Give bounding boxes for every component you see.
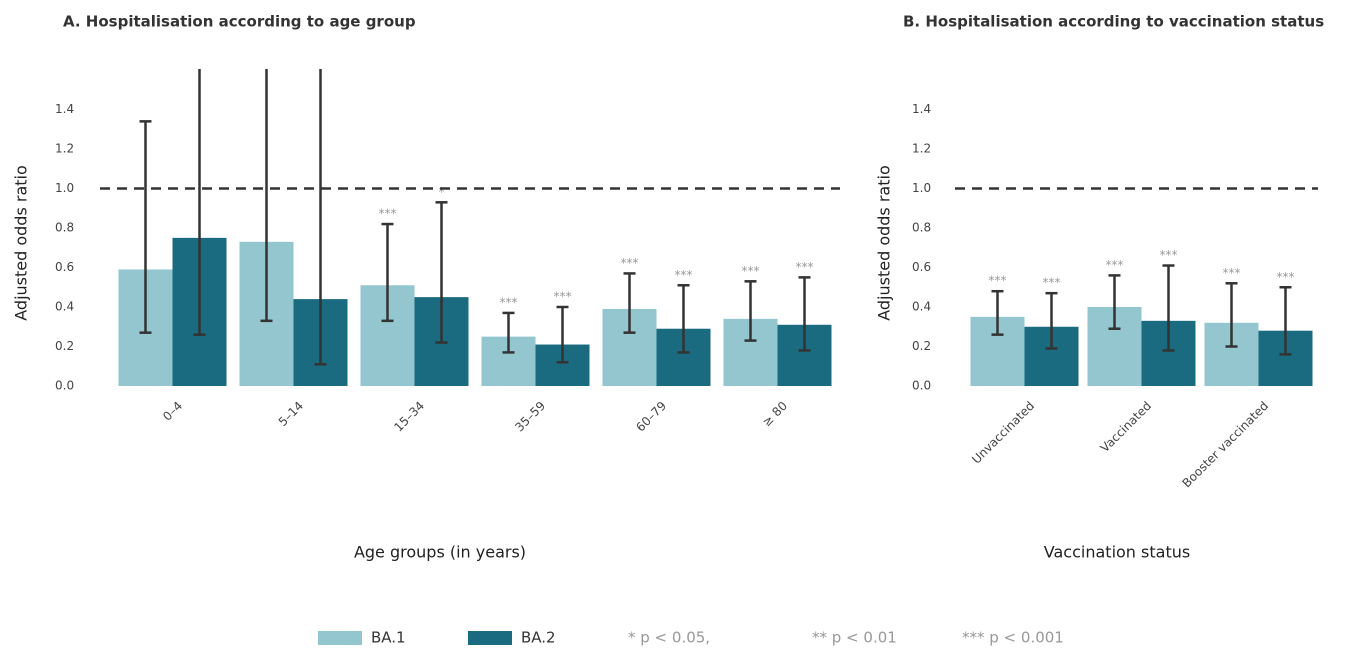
y-tick-label: 0.0 xyxy=(55,379,74,393)
error-bar xyxy=(139,120,152,334)
significance-label: *** xyxy=(1160,248,1178,262)
significance-label: *** xyxy=(621,256,639,270)
error-bar xyxy=(798,276,811,352)
significance-label: * xyxy=(439,185,445,199)
error-bar xyxy=(1162,264,1175,352)
error-bar xyxy=(1279,286,1292,356)
error-bar xyxy=(677,284,690,354)
error-bar xyxy=(1225,282,1238,348)
significance-label: *** xyxy=(796,260,814,274)
legend-swatch xyxy=(318,631,362,645)
error-bar xyxy=(623,272,636,334)
significance-label: *** xyxy=(1043,276,1061,290)
x-axis-title: Vaccination status xyxy=(1044,543,1190,562)
significance-label: *** xyxy=(989,274,1007,288)
x-tick-label: 60–79 xyxy=(633,399,669,435)
y-axis-title: Adjusted odds ratio xyxy=(875,165,894,321)
x-tick-label: 0–4 xyxy=(160,399,185,424)
significance-label: *** xyxy=(742,264,760,278)
error-bar xyxy=(556,305,569,364)
significance-label: *** xyxy=(500,295,518,309)
significance-note: ** p < 0.01 xyxy=(812,629,897,647)
plot-area xyxy=(970,264,1313,386)
significance-label: *** xyxy=(675,268,693,282)
y-tick-label: 0.8 xyxy=(55,221,74,235)
error-bar xyxy=(314,69,327,366)
significance-label: *** xyxy=(554,290,572,304)
y-tick-label: 0.2 xyxy=(55,339,74,353)
x-tick-label: Booster vaccinated xyxy=(1179,399,1271,491)
legend-label: BA.1 xyxy=(371,629,406,647)
significance-label: *** xyxy=(1277,270,1295,284)
y-tick-label: 0.0 xyxy=(912,379,931,393)
error-bar xyxy=(435,201,448,344)
x-axis-title: Age groups (in years) xyxy=(354,543,526,562)
plot-area xyxy=(118,69,832,386)
x-tick-label: Unvaccinated xyxy=(969,399,1037,467)
y-tick-label: 0.8 xyxy=(912,221,931,235)
x-tick-label: 5–14 xyxy=(276,399,306,429)
significance-note: *** p < 0.001 xyxy=(962,629,1064,647)
y-tick-label: 1.2 xyxy=(912,142,931,156)
x-tick-label: Vaccinated xyxy=(1098,399,1154,455)
error-bar xyxy=(744,280,757,342)
y-tick-label: 1.4 xyxy=(912,102,931,116)
y-tick-label: 1.0 xyxy=(55,181,74,195)
chart-title: B. Hospitalisation according to vaccinat… xyxy=(903,13,1324,31)
y-tick-label: 1.4 xyxy=(55,102,74,116)
legend-label: BA.2 xyxy=(521,629,556,647)
significance-label: *** xyxy=(379,207,397,221)
error-bar xyxy=(381,222,394,323)
y-tick-label: 0.2 xyxy=(912,339,931,353)
y-tick-label: 0.4 xyxy=(55,300,74,314)
y-tick-label: 0.6 xyxy=(55,260,74,274)
legend-swatch xyxy=(468,631,512,645)
y-tick-label: 1.0 xyxy=(912,181,931,195)
error-bar xyxy=(1108,274,1121,330)
error-bar xyxy=(991,289,1004,336)
error-bar xyxy=(260,69,273,323)
significance-label: *** xyxy=(1106,258,1124,272)
error-bar xyxy=(1045,291,1058,350)
x-tick-label: 35–59 xyxy=(512,399,548,435)
error-bar xyxy=(502,311,515,354)
y-tick-label: 0.6 xyxy=(912,260,931,274)
x-tick-label: 15–34 xyxy=(391,399,427,435)
significance-note: * p < 0.05, xyxy=(628,629,710,647)
y-tick-label: 0.4 xyxy=(912,300,931,314)
y-axis-title: Adjusted odds ratio xyxy=(12,165,31,321)
error-bar xyxy=(193,69,206,336)
y-tick-label: 1.2 xyxy=(55,142,74,156)
x-tick-label: ≥ 80 xyxy=(760,399,791,430)
significance-label: *** xyxy=(1223,266,1241,280)
chart-title: A. Hospitalisation according to age grou… xyxy=(63,13,416,31)
